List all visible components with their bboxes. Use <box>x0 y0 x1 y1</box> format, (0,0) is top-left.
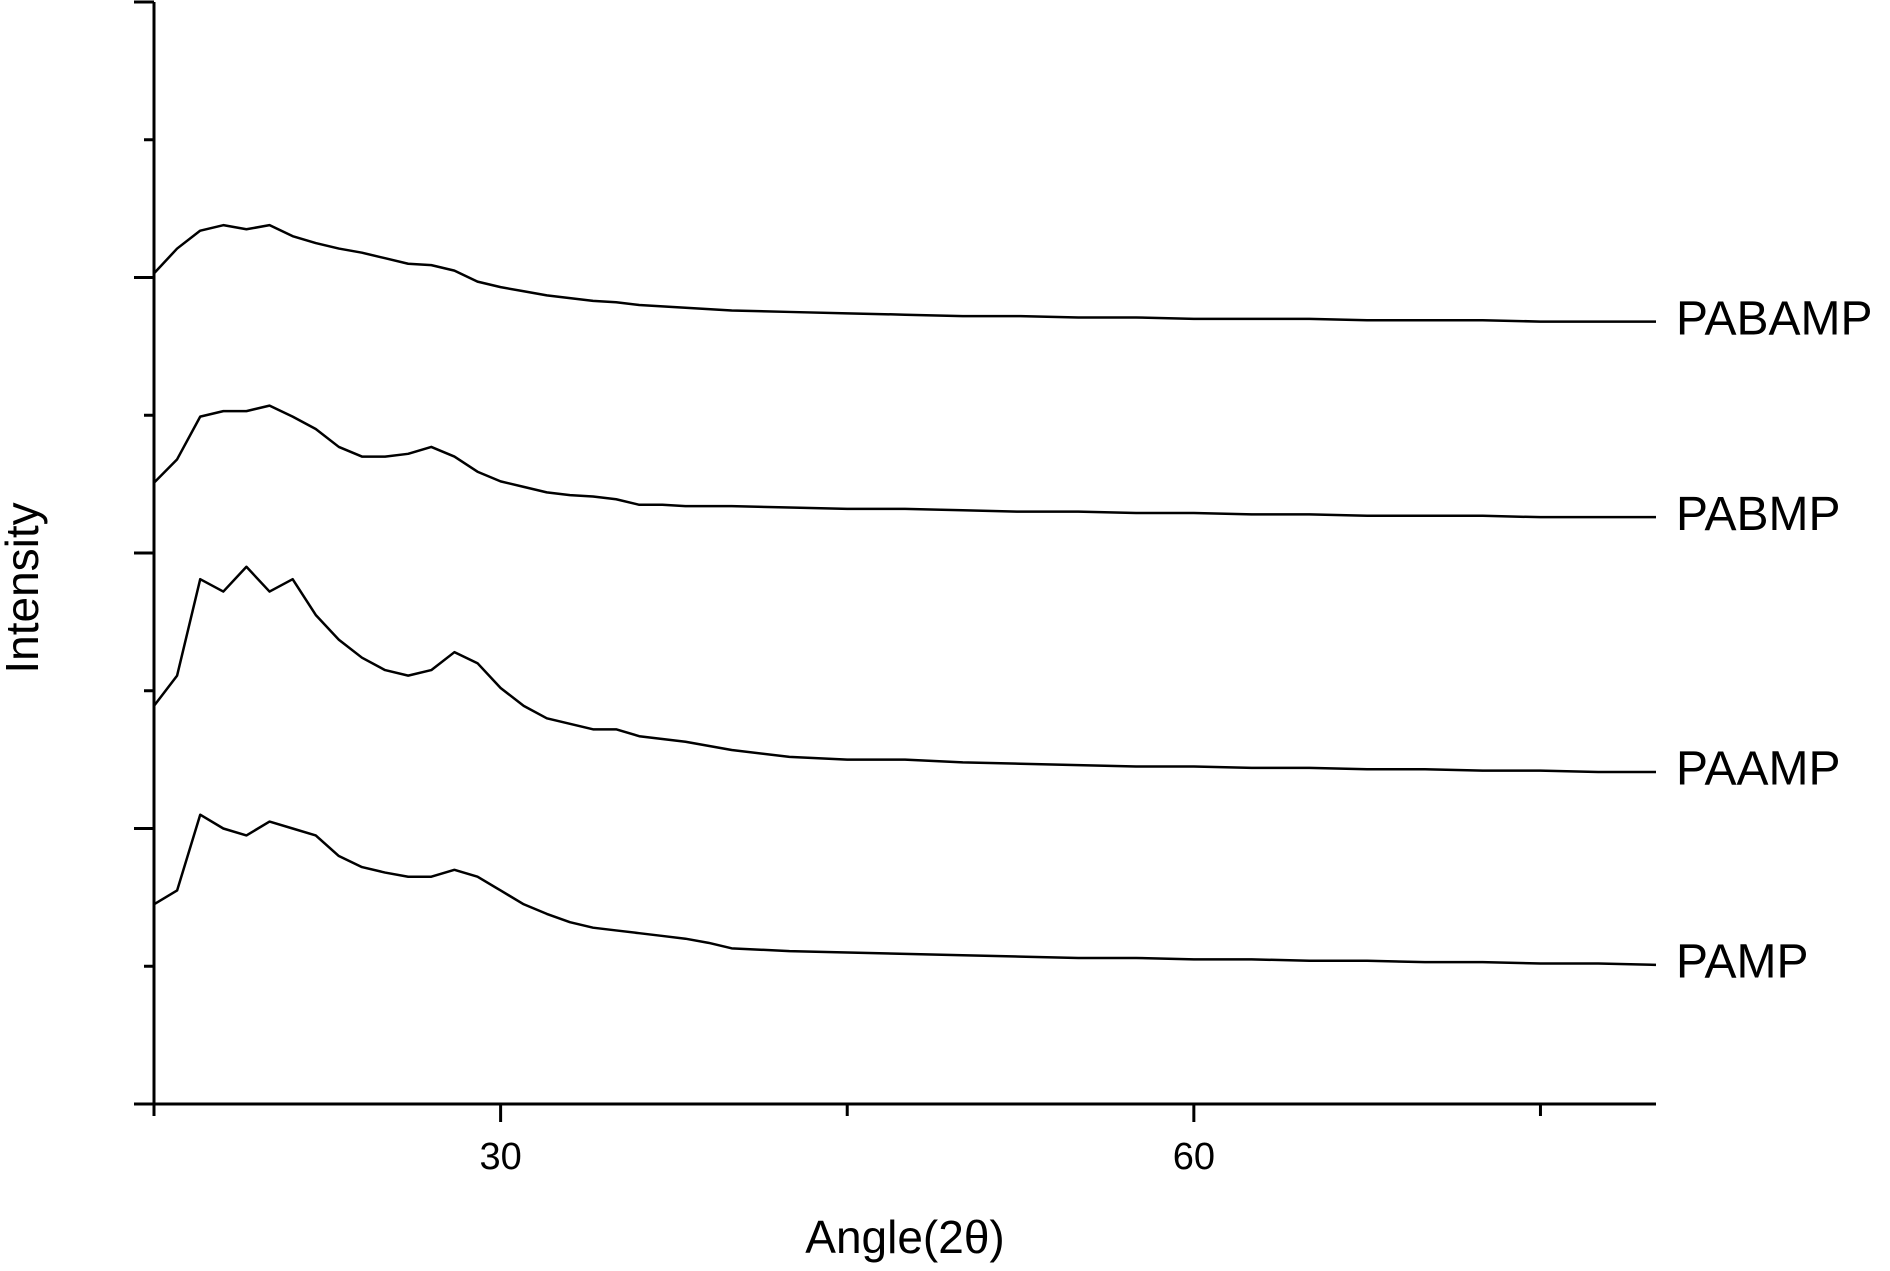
series-line <box>153 565 1656 774</box>
series-label: PABAMP <box>1676 292 1873 345</box>
series-line <box>153 223 1656 323</box>
x-tick-label: 30 <box>479 1136 521 1178</box>
x-axis-label: Angle(2θ) <box>805 1211 1004 1263</box>
series-label: PAMP <box>1676 936 1808 989</box>
series-label: PAAMP <box>1676 743 1840 796</box>
y-axis-label: Intensity <box>0 502 48 673</box>
series-label: PABMP <box>1676 488 1840 541</box>
series-line <box>153 404 1656 519</box>
x-tick-label: 60 <box>1173 1136 1215 1178</box>
series-line <box>153 813 1657 967</box>
